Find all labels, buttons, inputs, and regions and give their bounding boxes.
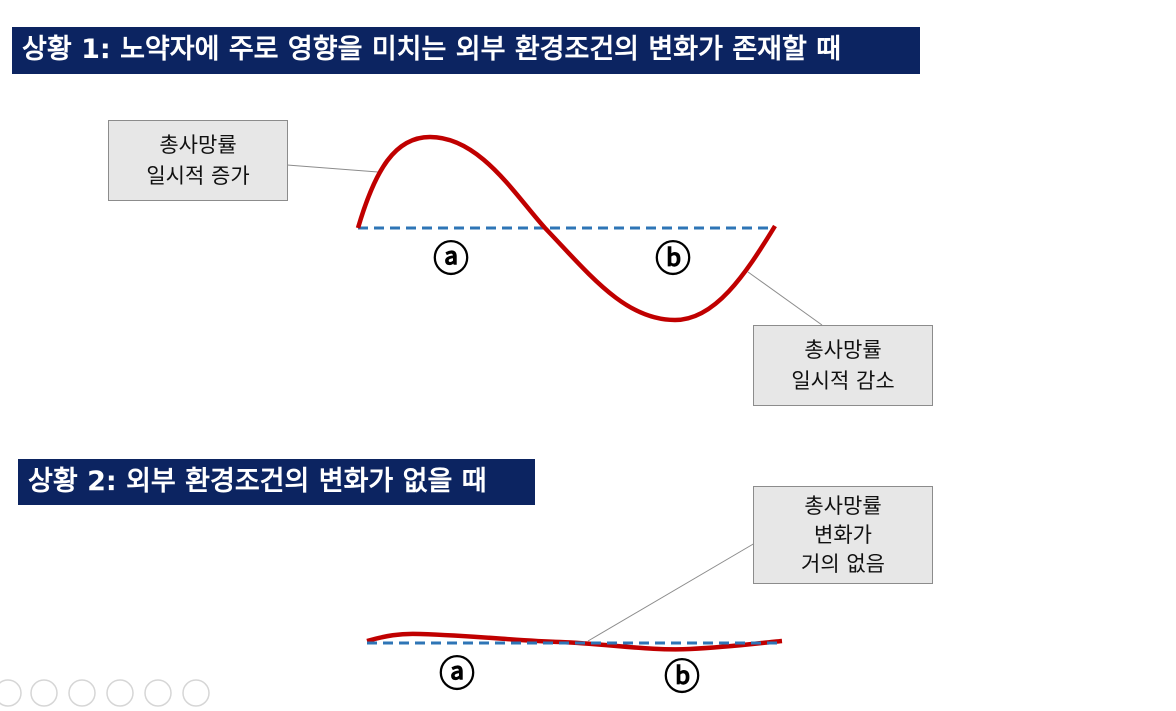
pen-button[interactable] — [68, 679, 96, 707]
callout-line: 변화가 — [814, 522, 872, 547]
label-b: ⓑ — [655, 239, 691, 280]
zoom-button[interactable] — [144, 679, 172, 707]
leader-line — [747, 271, 823, 326]
callout-line: 일시적 증가 — [146, 163, 250, 188]
next-button[interactable] — [30, 679, 58, 707]
leader-line — [587, 542, 756, 642]
callout-line: 총사망률 — [804, 493, 882, 518]
leader-line — [286, 164, 379, 173]
callout: 총사망률 일시적 감소 — [753, 325, 933, 406]
callout-line: 총사망률 — [159, 132, 237, 157]
slides-button[interactable] — [106, 679, 134, 707]
callout: 총사망률 일시적 증가 — [108, 120, 288, 201]
callout-line: 거의 없음 — [801, 551, 885, 576]
label-b: ⓑ — [664, 657, 700, 698]
callout-line: 일시적 감소 — [791, 368, 895, 393]
more-button[interactable] — [182, 679, 210, 707]
label-a: ⓐ — [433, 239, 469, 280]
mortality-wave — [355, 134, 777, 323]
prev-button[interactable] — [0, 679, 22, 707]
presentation-toolbar — [0, 679, 210, 707]
callout: 총사망률 변화가 거의 없음 — [753, 486, 933, 584]
label-a: ⓐ — [439, 654, 475, 695]
callout-line: 총사망률 — [804, 337, 882, 362]
scenario-title: 상황 1: 노약자에 주로 영향을 미치는 외부 환경조건의 변화가 존재할 때 — [12, 27, 920, 74]
scenario-title: 상황 2: 외부 환경조건의 변화가 없을 때 — [18, 459, 535, 505]
